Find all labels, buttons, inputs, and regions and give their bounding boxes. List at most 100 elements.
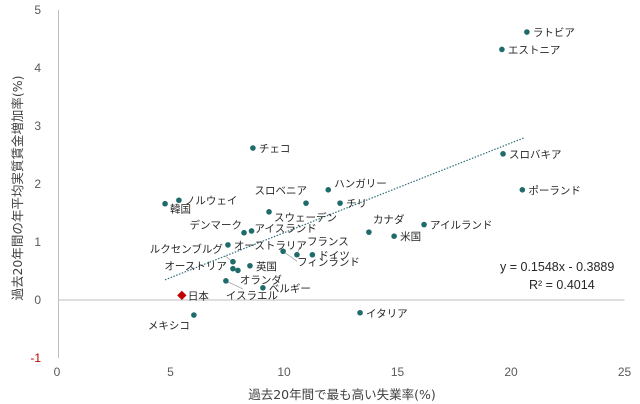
point-label: イスラエル [226,290,278,302]
point-label: アイルランド [430,220,492,232]
data-point: オランダ [235,267,282,286]
point-label: チリ [346,198,367,210]
data-point: スロベニア [255,185,309,206]
y-axis-title: 過去20年間の年平均実質賃金増加率(%) [10,75,25,300]
dot-marker [162,200,168,207]
point-label: チェコ [259,143,291,155]
dot-marker [247,262,253,269]
highlight-diamond-marker [177,290,187,301]
x-tick-label: 25 [618,365,632,379]
point-label: 日本 [188,289,209,302]
dot-marker [223,278,229,284]
dot-marker [294,251,300,258]
data-point: フランス [294,236,349,258]
y-tick-label: 3 [34,119,41,133]
data-point: チリ [337,198,367,210]
point-label: スウェーデン [274,211,337,224]
point-label: ベルギー [269,283,311,295]
data-point: ハンガリー [325,178,387,193]
data-point: 日本 [177,289,209,302]
data-point: 米国 [391,230,421,243]
point-label: ラトビア [533,27,575,39]
data-point: イスラエル [223,278,278,302]
dot-marker [225,242,231,248]
dot-marker [309,251,316,258]
x-tick-label: 10 [277,365,291,379]
point-label: オーストリア [164,261,226,273]
point-label: ハンガリー [334,178,387,190]
data-point: アイスランド [248,223,317,235]
axes: -1 0 1 2 3 4 5 0 5 10 15 20 25 [30,3,631,379]
data-point: アイルランド [421,220,493,232]
data-point: ルクセンブルグ [150,243,236,265]
x-tick-label: 20 [504,365,518,379]
dot-marker [421,221,427,228]
dot-marker [176,197,182,204]
y-tick-label: 0 [34,293,41,307]
dot-marker [266,209,272,215]
point-label: カナダ [373,213,405,226]
point-label: フィンランド [297,256,360,268]
dot-marker [250,145,256,151]
data-point: スウェーデン [266,209,337,224]
point-label: 米国 [400,230,421,243]
leader-line [225,280,243,290]
dot-marker [241,229,247,236]
point-label: 韓国 [170,204,191,216]
data-point: オーストラリア [225,240,307,252]
dot-marker [499,46,505,53]
data-point: ベルギー [260,283,311,295]
data-point: カナダ [366,213,405,235]
dot-marker [280,248,286,255]
data-point: フィンランド [280,248,360,268]
x-axis-title: 過去20年間で最も高い失業率(%) [248,387,436,402]
y-tick-label: 4 [34,61,41,75]
y-tick-label: -1 [30,351,41,365]
point-label: エストニア [508,44,561,56]
data-point: 英国 [247,260,277,273]
point-label: スロバキア [509,149,562,161]
point-label: デンマーク [190,219,243,232]
y-tick-label: 1 [34,235,41,249]
data-point: ドイツ [309,250,350,262]
x-tick-label: 0 [54,365,61,379]
dot-marker [337,200,343,206]
x-tick-label: 5 [167,365,174,379]
dot-marker [230,265,236,272]
dot-marker [500,151,506,157]
point-label: ノルウェイ [185,195,238,207]
point-label: フランス [307,236,349,248]
point-label: アイスランド [255,223,317,235]
point-label: ルクセンブルグ [150,243,224,256]
trendline-equation: y = 0.1548x - 0.3889 [500,260,614,274]
data-point: デンマーク [190,219,247,236]
dot-marker [235,267,241,274]
data-point: エストニア [499,44,560,56]
dot-marker [325,187,332,193]
data-point: ポーランド [519,185,581,197]
dot-marker [357,309,363,316]
dot-marker [303,200,309,206]
point-label: イタリア [366,308,408,320]
dot-marker [524,29,530,35]
point-label: スロベニア [255,185,308,197]
trendline-r-squared: R² = 0.4014 [529,278,595,292]
data-point: 韓国 [162,200,191,216]
point-label: メキシコ [148,320,190,332]
data-point: オーストリア [164,261,236,273]
x-tick-label: 15 [391,365,405,379]
point-label: 英国 [256,260,277,273]
dot-marker [519,187,526,193]
data-point: ラトビア [524,27,575,39]
dot-marker [230,258,236,265]
data-point: メキシコ [148,312,197,332]
data-point: スロバキア [500,149,562,161]
y-tick-label: 5 [34,3,41,17]
dot-marker [366,229,372,235]
data-point: ノルウェイ [176,195,237,207]
dot-marker [391,233,397,239]
point-label: ドイツ [318,250,350,262]
dot-marker [260,285,266,291]
